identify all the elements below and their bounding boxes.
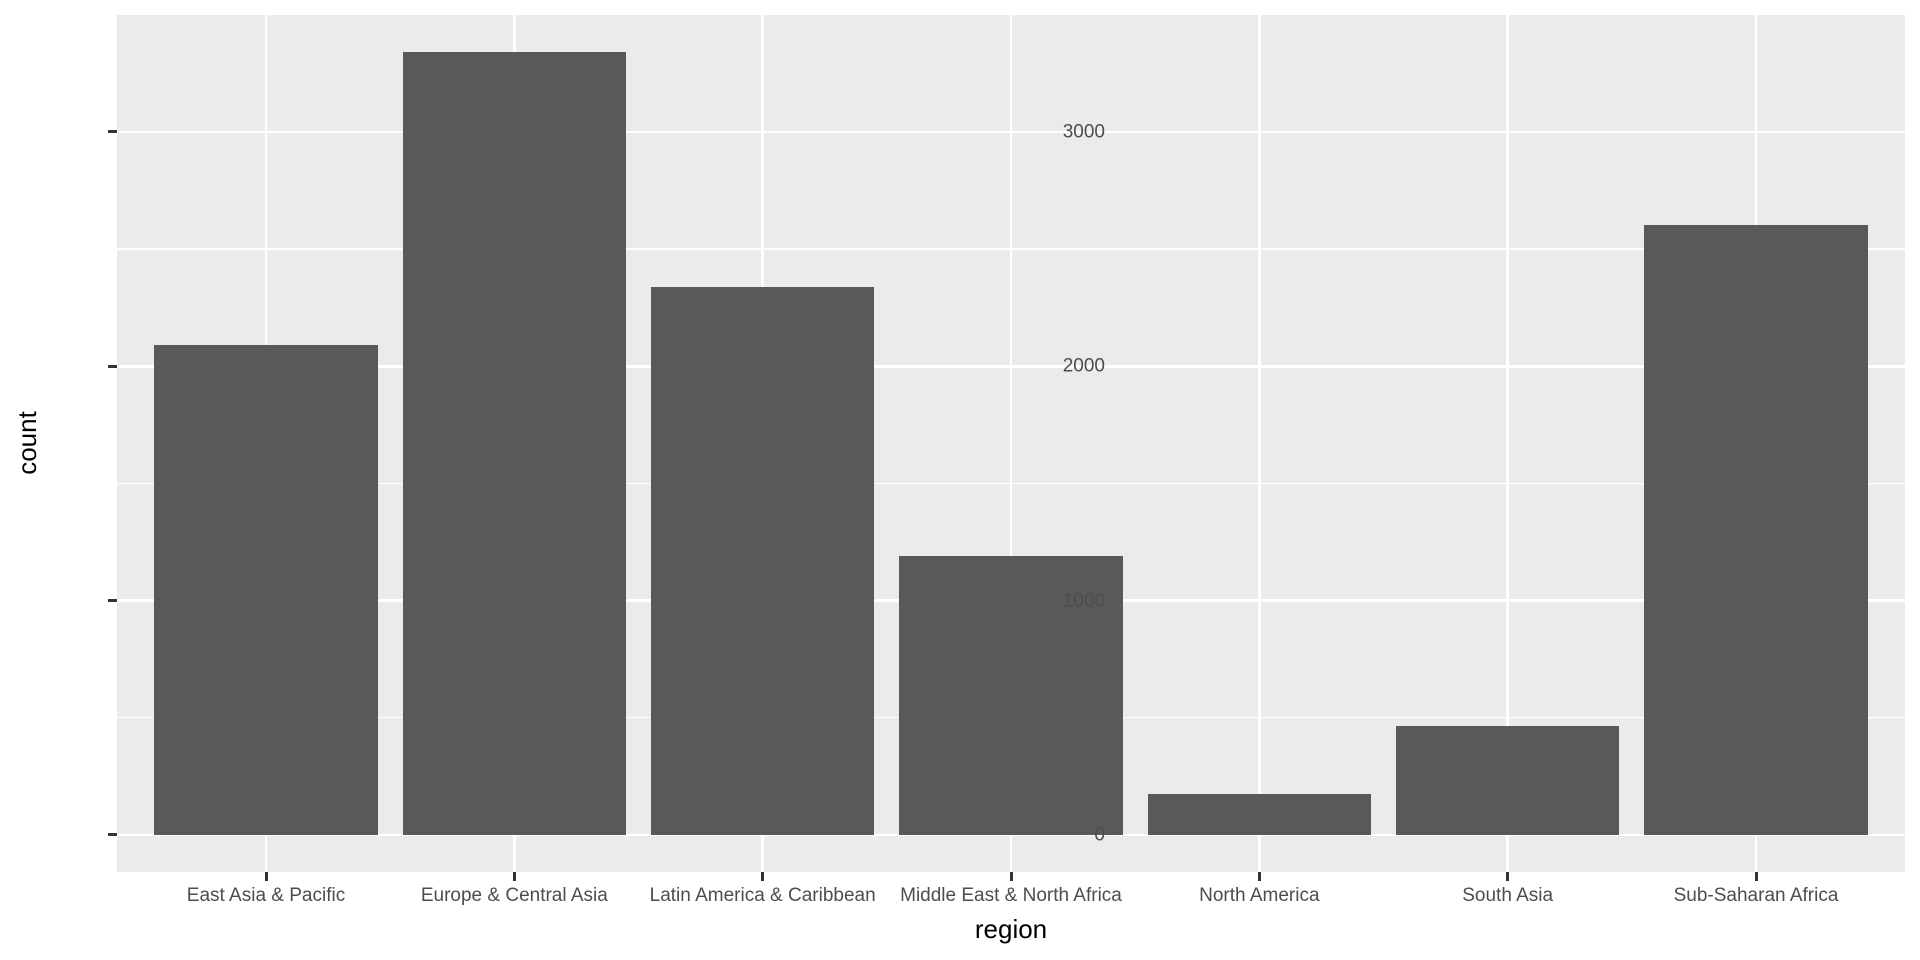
y-axis-title: count [12,411,42,475]
bar [1644,224,1868,835]
y-tick-mark [108,833,117,837]
major-gridline-vertical [1257,15,1261,872]
major-gridline-vertical [1506,15,1509,872]
y-tick-mark [108,364,117,368]
x-tick-label: Middle East & North Africa [900,885,1122,906]
x-axis-title: region [974,914,1048,944]
x-tick-label: Europe & Central Asia [420,885,608,906]
x-tick-label: South Asia [1462,885,1554,906]
bar [154,345,378,835]
y-tick-mark [108,130,117,134]
x-tick-mark [1009,872,1013,881]
x-tick-mark [1506,872,1510,881]
x-tick-label: East Asia & Pacific [186,885,346,906]
x-tick-label: Latin America & Caribbean [649,885,876,906]
y-tick-label: 1000 [1062,590,1105,612]
y-tick-label: 2000 [1062,355,1105,377]
x-tick-label: Sub-Saharan Africa [1673,885,1839,906]
bar [1147,793,1372,835]
x-tick-mark [264,872,268,881]
x-tick-mark [1754,872,1758,881]
x-tick-mark [761,872,765,881]
major-gridline-vertical [1009,15,1013,872]
plot-panel [117,15,1905,872]
x-tick-mark [512,872,516,881]
x-tick-mark [1257,872,1261,881]
y-tick-mark [108,599,117,603]
y-tick-label: 3000 [1062,121,1105,143]
bar [899,556,1123,835]
y-tick-label: 0 [1094,824,1105,846]
bar [402,52,627,835]
bar [1395,726,1620,835]
x-tick-label: North America [1199,885,1320,906]
bar [650,286,875,835]
